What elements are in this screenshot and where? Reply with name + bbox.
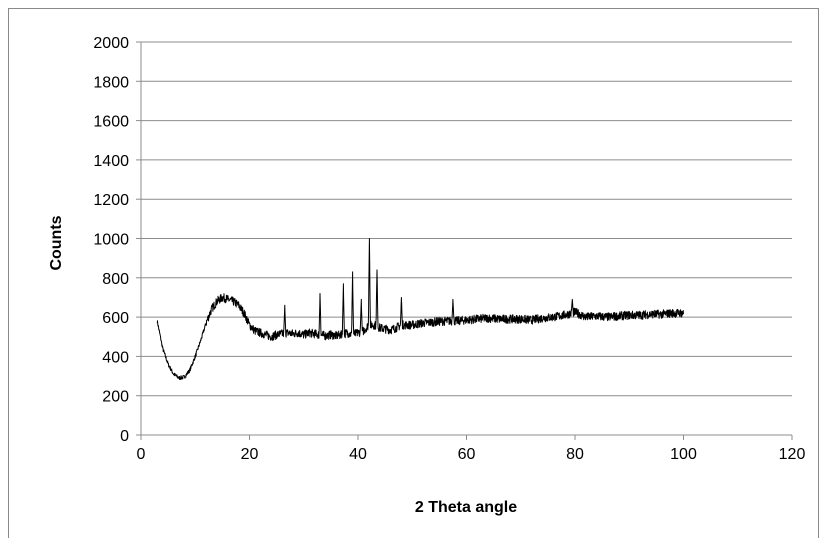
chart-frame: 0 200 400 600 800 1000 1200 1400 1600 1800 2000 0 2… — [8, 8, 819, 538]
y-tick-label: 600 — [102, 310, 129, 327]
x-tick-label: 80 — [566, 446, 584, 463]
y-tick-label: 2000 — [93, 35, 129, 52]
series-lines — [156, 238, 684, 380]
x-tick-labels: 0 20 40 60 80 100 120 — [137, 446, 806, 463]
y-tick-label: 1600 — [93, 114, 129, 131]
y-tick-label: 1800 — [93, 74, 129, 91]
gridlines — [141, 41, 792, 397]
x-tick-label: 100 — [670, 446, 697, 463]
x-tick-label: 0 — [137, 446, 146, 463]
y-axis-title: Counts — [48, 215, 65, 270]
y-tick-label: 0 — [120, 428, 129, 445]
axes — [136, 41, 793, 440]
y-tick-label: 800 — [102, 271, 129, 288]
x-tick-label: 60 — [458, 446, 476, 463]
y-tick-label: 400 — [102, 349, 129, 366]
y-tick-label: 1400 — [93, 153, 129, 170]
x-tick-label: 120 — [779, 446, 806, 463]
y-tick-label: 200 — [102, 389, 129, 406]
y-tick-labels: 0 200 400 600 800 1000 1200 1400 1600 1800 2000 — [93, 35, 129, 445]
x-tick-label: 40 — [349, 446, 367, 463]
xrd-line-chart: 0 200 400 600 800 1000 1200 1400 1600 1800 2000 0 2… — [48, 35, 806, 516]
x-tick-label: 20 — [241, 446, 259, 463]
x-axis-title: 2 Theta angle — [415, 499, 517, 516]
series-line — [156, 238, 684, 380]
y-tick-label: 1000 — [93, 232, 129, 249]
y-tick-label: 1200 — [93, 192, 129, 209]
